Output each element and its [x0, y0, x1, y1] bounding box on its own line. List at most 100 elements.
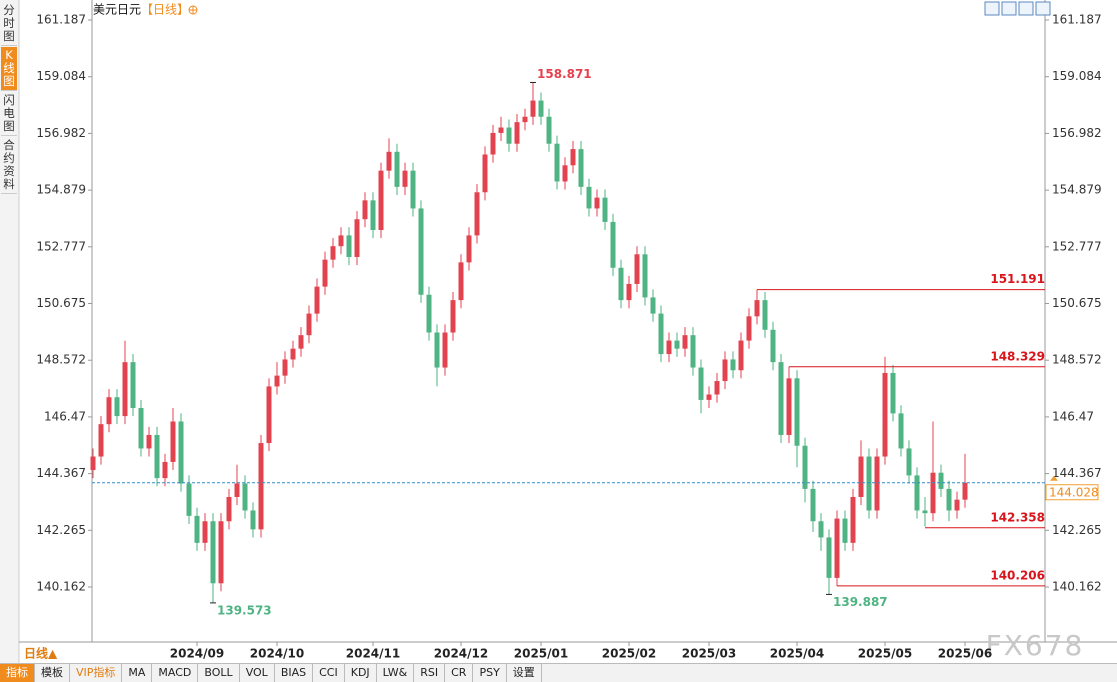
- candle-body: [594, 197, 600, 209]
- candle-body: [490, 132, 496, 155]
- side-tab[interactable]: 合约资料: [1, 137, 17, 194]
- candle-body: [850, 496, 856, 543]
- toolbar-tab[interactable]: BOLL: [198, 664, 240, 682]
- y2-tick-label: 142.265: [1052, 523, 1102, 537]
- shrink-button[interactable]: [1001, 1, 1017, 16]
- candle-body: [146, 434, 152, 449]
- candle-body: [930, 472, 936, 514]
- y-tick-label: 159.084: [36, 69, 86, 83]
- candle-body: [962, 482, 968, 500]
- toolbar-tab[interactable]: 模板: [35, 664, 70, 682]
- candle-body: [938, 472, 944, 489]
- candle-body: [658, 313, 664, 355]
- toolbar-tab[interactable]: PSY: [473, 664, 507, 682]
- x-tick-label: 2024/11: [346, 647, 400, 661]
- back-button[interactable]: [1035, 1, 1051, 16]
- candle-body: [754, 300, 760, 317]
- candle-body: [482, 154, 488, 193]
- candle-body: [178, 421, 184, 484]
- candle-body: [842, 518, 848, 543]
- candle-body: [250, 510, 256, 530]
- toolbar-tab[interactable]: MA: [122, 664, 153, 682]
- toolbar-tab[interactable]: 设置: [507, 664, 542, 682]
- candle-body: [602, 197, 608, 222]
- extreme-label: 139.573: [217, 603, 272, 617]
- period[interactable]: 【日线】: [141, 3, 189, 17]
- y2-tick-label: 146.47: [1052, 409, 1094, 423]
- candle-body: [218, 521, 224, 584]
- side-tab[interactable]: K线图: [1, 47, 17, 91]
- candle-body: [226, 496, 232, 522]
- candle-body: [690, 335, 696, 368]
- candle-body: [674, 340, 680, 349]
- zoom-button[interactable]: [984, 1, 1000, 16]
- y-tick-label: 161.187: [36, 13, 86, 27]
- candle-body: [698, 367, 704, 400]
- toolbar-tab[interactable]: CCI: [313, 664, 345, 682]
- toolbar-tab[interactable]: LW&: [377, 664, 415, 682]
- candle-body: [114, 397, 120, 417]
- candle-body: [362, 200, 368, 220]
- candle-body: [634, 254, 640, 284]
- toolbar-tab[interactable]: 指标: [0, 664, 35, 682]
- x-tick-label: 2025/06: [938, 647, 992, 661]
- candle-body: [818, 521, 824, 538]
- period-switch[interactable]: 日线▲: [24, 646, 58, 661]
- candle-body: [162, 461, 168, 479]
- y-tick-label: 154.879: [36, 183, 86, 197]
- candle-body: [458, 262, 464, 301]
- side-tab[interactable]: 闪电图: [1, 92, 17, 136]
- candle-body: [466, 235, 472, 263]
- y-tick-label: 148.572: [36, 353, 86, 367]
- candle-body: [106, 397, 112, 425]
- candle-body: [882, 372, 888, 457]
- candle-body: [394, 151, 400, 187]
- candle-body: [386, 151, 392, 171]
- candle-body: [738, 340, 744, 371]
- x-tick-label: 2025/03: [682, 647, 736, 661]
- expand-button[interactable]: [1018, 1, 1034, 16]
- candle-body: [610, 221, 616, 268]
- candle-body: [954, 499, 960, 511]
- y-tick-label: 142.265: [36, 523, 86, 537]
- toolbar-tab[interactable]: KDJ: [345, 664, 377, 682]
- y-tick-label: 150.675: [36, 296, 86, 310]
- y2-tick-label: 150.675: [1052, 296, 1102, 310]
- candle-body: [906, 448, 912, 476]
- y-tick-label: 156.982: [36, 126, 86, 140]
- y2-tick-label: 156.982: [1052, 126, 1102, 140]
- candle-body: [154, 434, 160, 479]
- candle-body: [378, 170, 384, 231]
- toolbar-tab[interactable]: MACD: [152, 664, 199, 682]
- candle-body: [202, 521, 208, 543]
- side-tab[interactable]: 分时图: [1, 2, 17, 46]
- candle-body: [746, 316, 752, 341]
- toolbar-tab[interactable]: BIAS: [275, 664, 314, 682]
- candle-body: [498, 127, 504, 133]
- candle-body: [618, 267, 624, 301]
- candle-body: [274, 375, 280, 387]
- y-tick-label: 152.777: [36, 239, 86, 253]
- candle-body: [194, 515, 200, 543]
- candle-body: [626, 283, 632, 301]
- candle-body: [586, 186, 592, 209]
- candle-body: [946, 488, 952, 511]
- level-label: 142.358: [990, 510, 1045, 524]
- candle-body: [578, 149, 584, 187]
- candle-body: [306, 313, 312, 336]
- candle-body: [138, 407, 144, 449]
- chart: 美元日元 【日线】 日线▲ FX678 140.162 140.162 142.26…: [0, 0, 1117, 663]
- candle-body: [794, 378, 800, 446]
- toolbar-tab[interactable]: VIP指标: [70, 664, 123, 682]
- toolbar-tab[interactable]: VOL: [240, 664, 275, 682]
- candle-body: [554, 143, 560, 182]
- y2-tick-label: 161.187: [1052, 13, 1102, 27]
- candle-body: [322, 259, 328, 287]
- candle-body: [210, 521, 216, 584]
- candle-body: [922, 510, 928, 514]
- candle-body: [338, 235, 344, 247]
- candle-body: [778, 362, 784, 435]
- toolbar-tab[interactable]: CR: [445, 664, 474, 682]
- toolbar-tab[interactable]: RSI: [414, 664, 446, 682]
